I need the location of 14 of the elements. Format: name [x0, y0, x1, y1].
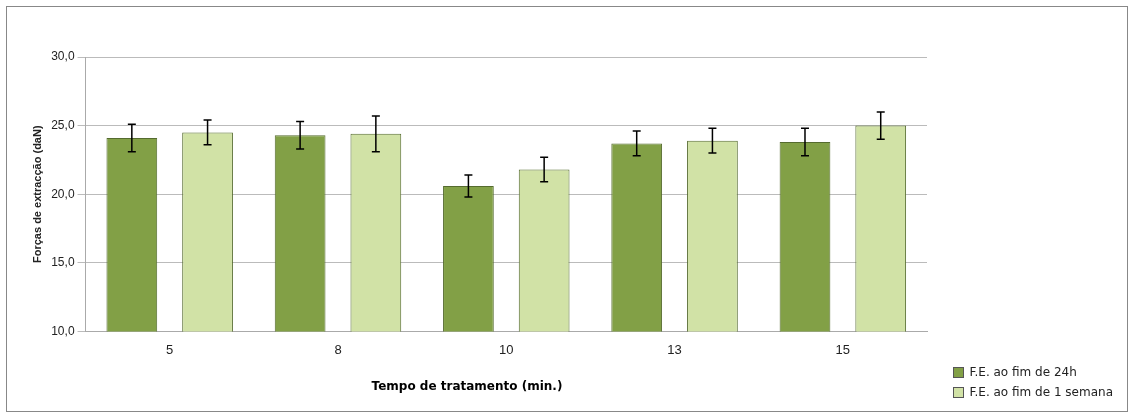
x-tick-label: 10	[499, 341, 514, 357]
x-tick-label: 15	[835, 341, 851, 357]
y-tick-label: 25,0	[51, 117, 75, 132]
x-axis-title: Tempo de tratamento (min.)	[370, 379, 564, 393]
legend-label: F.E. ao fim de 1 semana	[969, 385, 1113, 399]
legend-label: F.E. ao fim de 24h	[969, 365, 1077, 379]
y-tick-label: 30,0	[51, 49, 75, 64]
x-tick-label: 13	[667, 341, 682, 357]
y-tick-label: 20,0	[51, 186, 75, 201]
x-tick-label: 5	[166, 341, 174, 357]
x-tick-label: 8	[334, 341, 342, 357]
y-tick-label: 10,0	[51, 323, 75, 338]
y-tick-label: 15,0	[51, 255, 75, 270]
y-axis-title: Forças de extracção (daN)	[30, 125, 43, 263]
